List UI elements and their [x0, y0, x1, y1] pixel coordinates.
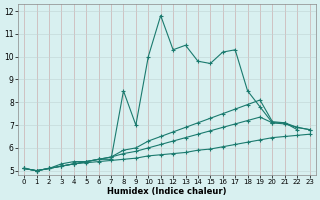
- X-axis label: Humidex (Indice chaleur): Humidex (Indice chaleur): [107, 187, 227, 196]
